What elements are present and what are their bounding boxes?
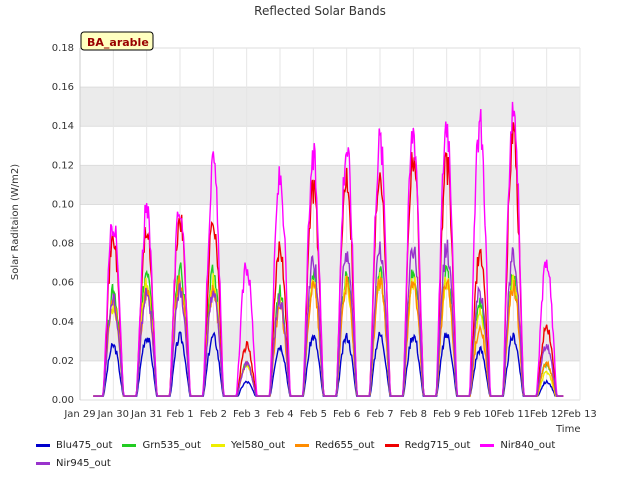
- background-band: [80, 165, 580, 205]
- x-tick-label: Feb 10: [463, 409, 497, 420]
- legend-label: Yel580_out: [230, 439, 286, 451]
- legend-item: Yel580_out: [210, 439, 286, 451]
- background-band: [80, 87, 580, 127]
- x-tick-label: Feb 8: [400, 409, 427, 420]
- y-tick-label: 0.00: [52, 395, 74, 406]
- x-tick-label: Feb 13: [563, 409, 597, 420]
- y-axis-label: Solar Raditaion (W/m2): [10, 164, 21, 280]
- legend-swatch: [210, 443, 225, 447]
- legend-swatch: [295, 443, 310, 447]
- y-axis: 0.00 0.02 0.04 0.06 0.08 0.10 0.12 0.14 0.16 0.18: [52, 43, 81, 406]
- grid: [79, 47, 581, 401]
- x-tick-label: Jan 30: [97, 409, 129, 420]
- x-axis: Jan 29 Jan 30 Jan 31 Feb 1 Feb 2 Feb 3 Feb 4 Fe…: [63, 409, 596, 420]
- y-tick-label: 0.08: [52, 239, 74, 250]
- x-tick-label: Feb 2: [200, 409, 227, 420]
- legend-label: Nir840_out: [500, 439, 556, 451]
- legend: Blu475_out Grn535_out Yel580_out Red655_out…: [36, 436, 636, 472]
- y-tick-label: 0.06: [52, 278, 74, 289]
- legend-label: Red655_out: [315, 439, 375, 451]
- legend-row: Blu475_out Grn535_out Yel580_out Red655_out…: [36, 436, 636, 454]
- series-line-nir945_out: [93, 239, 564, 397]
- y-tick-label: 0.16: [52, 82, 74, 93]
- x-tick-label: Feb 12: [530, 409, 564, 420]
- x-tick-label: Jan 29: [63, 409, 95, 420]
- y-tick-label: 0.14: [52, 121, 74, 132]
- annotation-label: BA_arable: [87, 36, 149, 49]
- annotation-box: BA_arable: [80, 31, 154, 51]
- legend-swatch: [36, 443, 50, 447]
- y-tick-label: 0.12: [52, 160, 74, 171]
- chart-title: Reflected Solar Bands: [254, 4, 386, 18]
- legend-row: Nir945_out: [36, 454, 636, 472]
- x-tick-label: Feb 6: [333, 409, 360, 420]
- legend-label: Grn535_out: [142, 439, 201, 451]
- legend-swatch: [36, 461, 50, 465]
- legend-item: Red655_out: [295, 439, 375, 451]
- legend-label: Redg715_out: [404, 439, 471, 451]
- legend-label: Nir945_out: [56, 457, 111, 469]
- legend-item: Redg715_out: [384, 439, 471, 451]
- x-tick-label: Feb 3: [233, 409, 260, 420]
- legend-item: Blu475_out: [36, 440, 112, 451]
- x-tick-label: Jan 31: [130, 409, 162, 420]
- background-band: [80, 243, 580, 283]
- y-tick-label: 0.04: [52, 317, 74, 328]
- legend-item: Grn535_out: [122, 440, 201, 451]
- x-tick-label: Feb 9: [433, 409, 460, 420]
- legend-label: Blu475_out: [56, 439, 113, 451]
- x-tick-label: Feb 5: [300, 409, 327, 420]
- y-tick-label: 0.18: [52, 43, 74, 54]
- x-axis-label: Time: [555, 424, 580, 435]
- series-lines: [93, 101, 564, 397]
- x-tick-label: Feb 11: [497, 409, 531, 420]
- legend-swatch: [122, 443, 137, 447]
- background-bands: [80, 87, 580, 361]
- background-band: [80, 321, 580, 361]
- x-tick-label: Feb 7: [366, 409, 393, 420]
- y-tick-label: 0.02: [52, 356, 74, 367]
- legend-item: Nir945_out: [36, 458, 111, 469]
- legend-swatch: [480, 443, 495, 447]
- x-tick-label: Feb 1: [166, 409, 193, 420]
- legend-item: Nir840_out: [480, 440, 555, 451]
- x-tick-label: Feb 4: [266, 409, 293, 420]
- y-tick-label: 0.10: [52, 199, 74, 210]
- legend-swatch: [384, 443, 399, 447]
